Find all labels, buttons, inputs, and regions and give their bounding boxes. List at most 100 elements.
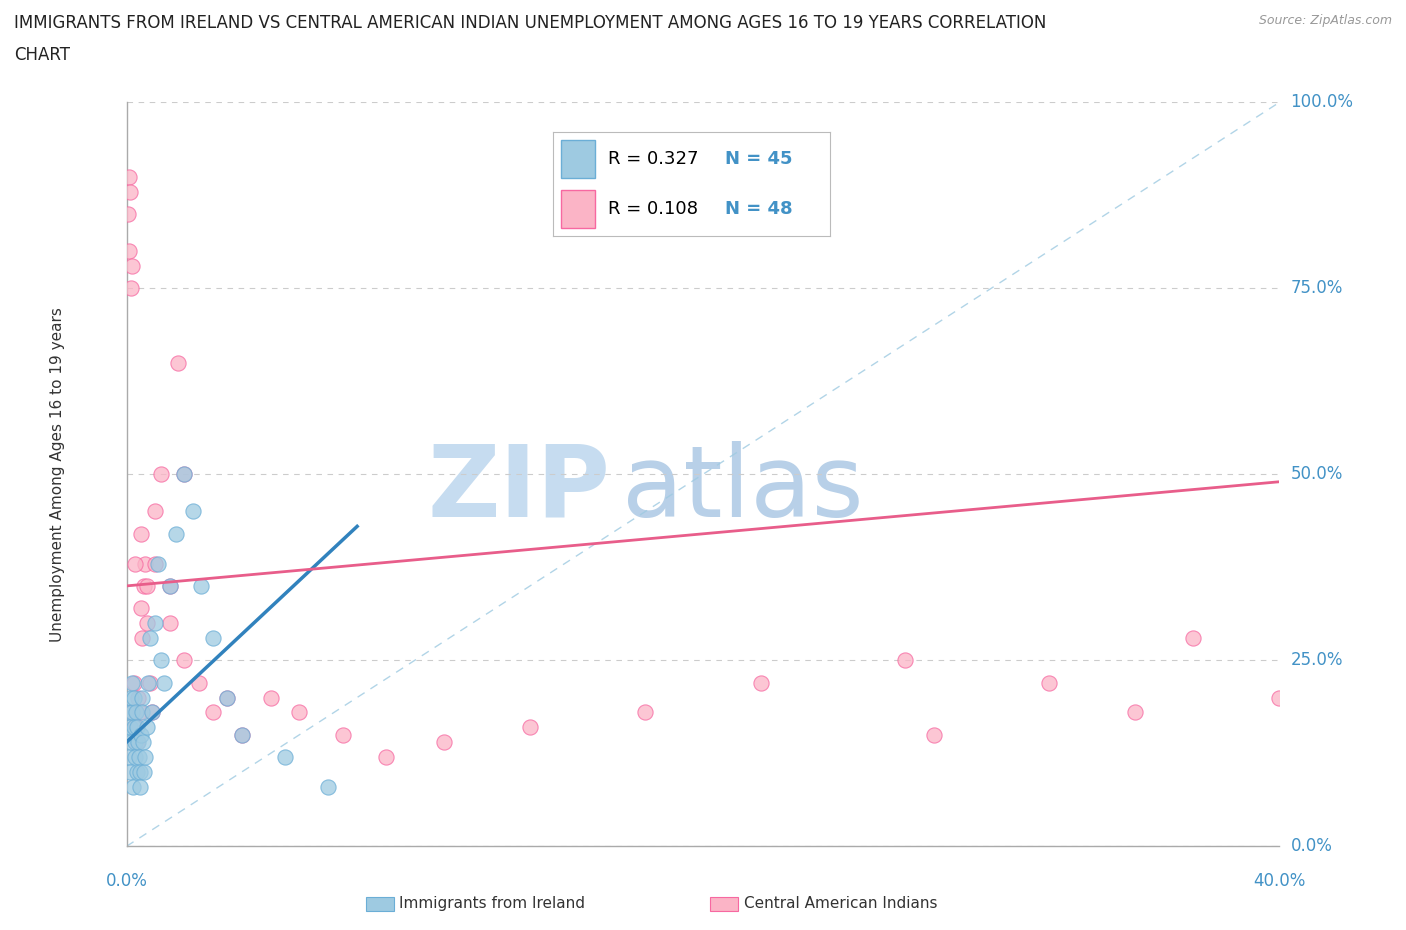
Point (1268, 690, 1291, 705)
Point (187, 675, 209, 690)
Point (167, 355, 190, 370)
Point (173, 467, 195, 482)
Point (131, 631, 153, 645)
Point (118, 764, 141, 779)
Text: 40.0%: 40.0% (1253, 872, 1306, 890)
Point (118, 244, 141, 259)
Point (122, 779, 145, 794)
Point (121, 675, 143, 690)
Point (134, 750, 156, 764)
Point (122, 720, 145, 735)
Point (129, 601, 152, 616)
Text: 0.0%: 0.0% (1291, 837, 1333, 856)
Point (120, 735, 142, 750)
Point (120, 720, 142, 735)
Point (127, 735, 149, 750)
Text: 100.0%: 100.0% (1291, 93, 1354, 112)
Point (124, 556, 146, 571)
Point (118, 705, 141, 720)
Point (274, 750, 297, 764)
Point (129, 727, 152, 742)
Point (1038, 675, 1060, 690)
Point (128, 750, 150, 764)
Point (159, 578, 181, 593)
Point (181, 504, 204, 519)
Point (150, 467, 173, 482)
Point (749, 675, 772, 690)
Point (259, 690, 281, 705)
Point (153, 675, 176, 690)
Point (159, 616, 181, 631)
Point (125, 764, 148, 779)
Point (148, 556, 170, 571)
Point (131, 705, 153, 720)
Text: 75.0%: 75.0% (1291, 279, 1343, 298)
Text: Source: ZipAtlas.com: Source: ZipAtlas.com (1258, 14, 1392, 27)
Point (118, 184, 141, 199)
Point (127, 690, 149, 705)
Point (894, 653, 917, 668)
Point (132, 764, 155, 779)
Point (519, 720, 541, 735)
Point (173, 467, 195, 482)
Point (134, 556, 156, 571)
Point (129, 779, 152, 794)
Text: 0.0%: 0.0% (105, 872, 148, 890)
Point (122, 690, 145, 705)
Point (136, 675, 159, 690)
Point (332, 727, 354, 742)
Point (150, 653, 173, 668)
Text: IMMIGRANTS FROM IRELAND VS CENTRAL AMERICAN INDIAN UNEMPLOYMENT AMONG AGES 16 TO: IMMIGRANTS FROM IRELAND VS CENTRAL AMERI… (14, 14, 1046, 32)
Point (117, 727, 139, 742)
Point (145, 616, 166, 631)
Point (173, 653, 195, 668)
Point (118, 169, 141, 184)
Point (288, 705, 311, 720)
Point (121, 705, 143, 720)
Point (165, 526, 187, 541)
Point (120, 281, 142, 296)
Point (135, 720, 157, 735)
Text: ZIP: ZIP (427, 441, 610, 538)
Point (138, 675, 160, 690)
Point (128, 764, 150, 779)
Point (217, 690, 239, 705)
Point (145, 504, 166, 519)
Text: 25.0%: 25.0% (1291, 651, 1343, 670)
Point (120, 690, 142, 705)
Point (318, 779, 340, 794)
Point (118, 750, 141, 764)
Text: Central American Indians: Central American Indians (744, 897, 938, 911)
Point (124, 720, 146, 735)
Point (131, 690, 153, 705)
Point (135, 616, 157, 631)
Point (121, 705, 143, 720)
Point (159, 578, 181, 593)
Point (190, 578, 212, 593)
Point (128, 705, 150, 720)
Text: Immigrants from Ireland: Immigrants from Ireland (399, 897, 585, 911)
Point (117, 206, 139, 221)
Point (217, 690, 239, 705)
Point (121, 259, 143, 273)
Point (127, 720, 149, 735)
Point (1125, 705, 1147, 720)
Point (1182, 631, 1205, 645)
Point (634, 705, 657, 720)
Point (202, 631, 225, 645)
Text: CHART: CHART (14, 46, 70, 64)
Point (231, 727, 253, 742)
Point (132, 735, 155, 750)
Point (374, 750, 398, 764)
Point (125, 705, 148, 720)
Point (132, 578, 155, 593)
Point (231, 727, 253, 742)
Point (141, 705, 163, 720)
Point (129, 526, 152, 541)
Point (922, 727, 945, 742)
Text: Unemployment Among Ages 16 to 19 years: Unemployment Among Ages 16 to 19 years (49, 307, 65, 642)
Point (124, 735, 146, 750)
Point (124, 750, 146, 764)
Point (125, 735, 148, 750)
Point (135, 578, 157, 593)
